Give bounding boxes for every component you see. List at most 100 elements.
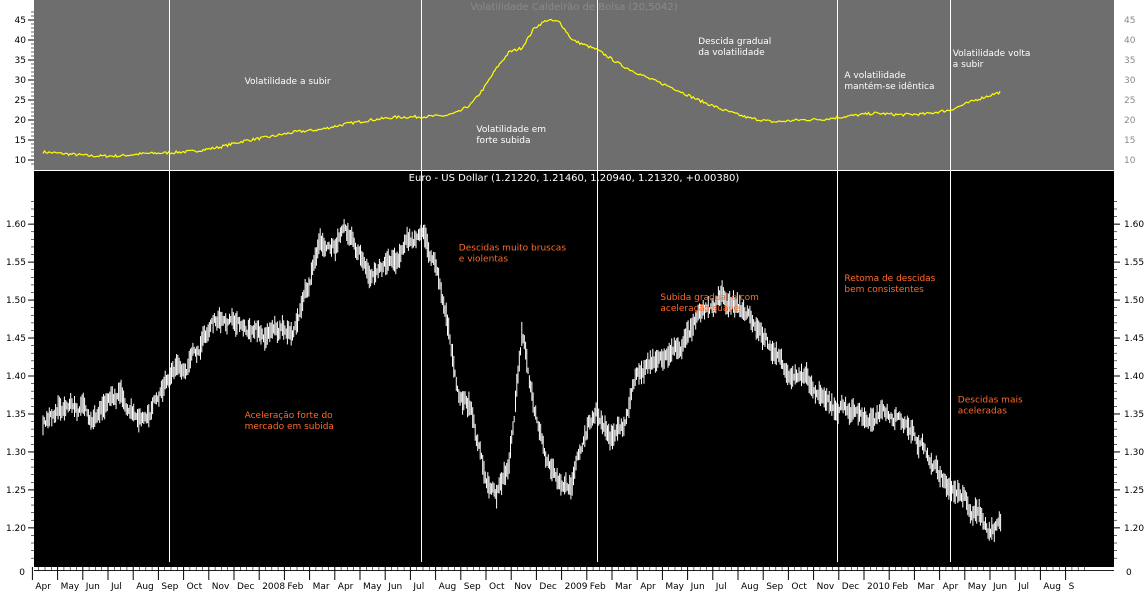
month-label-40: Aug (1043, 582, 1061, 592)
date-x-axis: Apr May Jun Jul Aug Sep Oct Nov Dec 2008 Feb Mar Apr… (31, 566, 1114, 592)
vol-tick-label-right-10: 10 (1124, 156, 1136, 166)
price-tick-label-left-1.25: 1.25 (6, 486, 26, 496)
price-note-2: Subida gradual e com aceleração suave (660, 293, 759, 314)
month-label-16: Aug (439, 582, 457, 592)
vol-tick-label-right-20: 20 (1124, 116, 1136, 126)
volatility-note-line: Volatilidade volta (953, 49, 1031, 59)
month-label-14: Jun (387, 582, 402, 592)
price-note-1: Descidas muito bruscas e violentas (459, 244, 567, 265)
price-note-line: e violentas (459, 255, 509, 265)
month-label-23: Mar (615, 582, 632, 592)
volatility-note-line: Descida gradual (698, 37, 771, 47)
price-tick-label-left-1.35: 1.35 (6, 410, 26, 420)
vol-tick-label-right-35: 35 (1124, 56, 1135, 66)
vol-tick-label-right-45: 45 (1124, 16, 1135, 26)
volatility-series (42, 18, 1001, 158)
price-note-line: aceleração suave (660, 304, 739, 314)
volatility-y-axis: 10 10 15 15 20 20 25 25 30 30 35 35 40 40 45 45 (15, 11, 1136, 166)
volatility-note-line: Volatilidade em (476, 125, 546, 135)
vol-tick-label-left-45: 45 (15, 16, 26, 26)
month-label-38: Jun (992, 582, 1007, 592)
price-tick-label-left-1.30: 1.30 (6, 448, 26, 458)
volatility-title: Volatilidade Caldeirão de Bolsa (20,5042… (470, 2, 677, 13)
month-label-34: Feb (892, 582, 908, 592)
volatility-note-2: Descida gradual da volatilidade (698, 37, 771, 58)
price-y-axis: 1.20 1.20 1.25 1.25 1.30 1.30 1.35 1.35 1.40 1.40… (6, 201, 1144, 559)
price-tick-label-left-1.20: 1.20 (6, 524, 26, 534)
price-note-line: bem consistentes (844, 285, 924, 295)
volatility-note-line: Volatilidade a subir (245, 77, 331, 87)
price-note-3: Retoma de descidas bem consistentes (844, 274, 935, 295)
vol-tick-label-right-40: 40 (1124, 36, 1136, 46)
month-label-3: Jul (110, 582, 122, 592)
month-label-22: Feb (590, 582, 606, 592)
price-tick-label-right-1.55: 1.55 (1124, 258, 1144, 268)
month-label-31: Nov (817, 582, 835, 592)
month-label-4: Aug (136, 582, 154, 592)
volatility-note-4: Volatilidade volta a subir (953, 49, 1031, 70)
price-tick-label-right-1.35: 1.35 (1124, 410, 1144, 420)
price-note-0: Aceleração forte do mercado em subida (245, 411, 334, 432)
month-label-9: 2008 (262, 582, 285, 592)
month-label-8: Dec (237, 582, 254, 592)
price-note-line: Retoma de descidas (844, 274, 935, 284)
price-tick-label-left-1.50: 1.50 (6, 296, 26, 306)
month-label-7: Nov (212, 582, 230, 592)
price-tick-label-right-1.60: 1.60 (1124, 220, 1144, 230)
price-note-line: aceleradas (958, 407, 1007, 417)
month-label-25: May (665, 582, 684, 592)
month-label-26: Jun (690, 582, 705, 592)
vol-tick-label-right-15: 15 (1124, 136, 1135, 146)
month-label-24: Apr (640, 582, 656, 592)
volatility-note-1: Volatilidade em forte subida (476, 125, 546, 146)
annotations: Volatilidade a subir Volatilidade em forte… (245, 37, 1031, 432)
left-axis-strip (0, 0, 34, 566)
price-tick-label-left-1.45: 1.45 (6, 334, 26, 344)
month-label-2: Jun (85, 582, 100, 592)
volatility-note-line: mantém-se idêntica (844, 81, 934, 92)
month-label-11: Mar (313, 582, 330, 592)
price-tick-label-right-1.45: 1.45 (1124, 334, 1144, 344)
month-label-35: Mar (917, 582, 934, 592)
month-label-21: 2009 (565, 582, 588, 592)
vol-tick-label-left-15: 15 (15, 136, 26, 146)
volatility-panel (34, 0, 1114, 170)
volatility-note-line: forte subida (476, 136, 530, 146)
price-tick-label-right-1.25: 1.25 (1124, 486, 1144, 496)
month-label-17: Sep (464, 582, 481, 592)
price-tick-label-left-1.55: 1.55 (6, 258, 26, 268)
month-label-30: Oct (791, 582, 807, 592)
right-axis-strip (1114, 0, 1148, 566)
month-label-36: Apr (943, 582, 959, 592)
volatility-line (42, 18, 1001, 158)
month-label-18: Oct (489, 582, 505, 592)
volatility-note-0: Volatilidade a subir (245, 77, 331, 87)
month-label-6: Oct (187, 582, 203, 592)
month-label-37: May (968, 582, 987, 592)
volatility-note-line: A volatilidade (844, 71, 906, 81)
vol-tick-label-left-40: 40 (15, 36, 27, 46)
month-label-13: May (363, 582, 382, 592)
volatility-note-3: A volatilidade mantém-se idêntica (844, 71, 934, 92)
volatility-note-line: a subir (953, 60, 984, 70)
vol-tick-label-left-20: 20 (15, 116, 27, 126)
vol-tick-label-left-10: 10 (15, 156, 27, 166)
vol-tick-label-left-30: 30 (15, 76, 27, 86)
month-label-10: Feb (287, 582, 303, 592)
period-dividers (169, 0, 951, 562)
volume-zero-label-right: 0 (1126, 568, 1132, 578)
price-note-line: Descidas muito bruscas (459, 244, 567, 254)
price-note-line: Subida gradual e com (660, 293, 759, 303)
month-label-12: Apr (338, 582, 354, 592)
vol-tick-label-left-25: 25 (15, 96, 26, 106)
volume-zero-label-left: 0 (19, 568, 25, 578)
price-tick-label-right-1.20: 1.20 (1124, 524, 1144, 534)
month-label-33: 2010 (867, 582, 890, 592)
price-title: Euro - US Dollar (1.21220, 1.21460, 1.20… (409, 173, 740, 184)
price-tick-label-right-1.50: 1.50 (1124, 296, 1144, 306)
month-label-0: Apr (35, 582, 51, 592)
month-label-27: Jul (715, 582, 727, 592)
price-note-line: Aceleração forte do (245, 411, 334, 421)
